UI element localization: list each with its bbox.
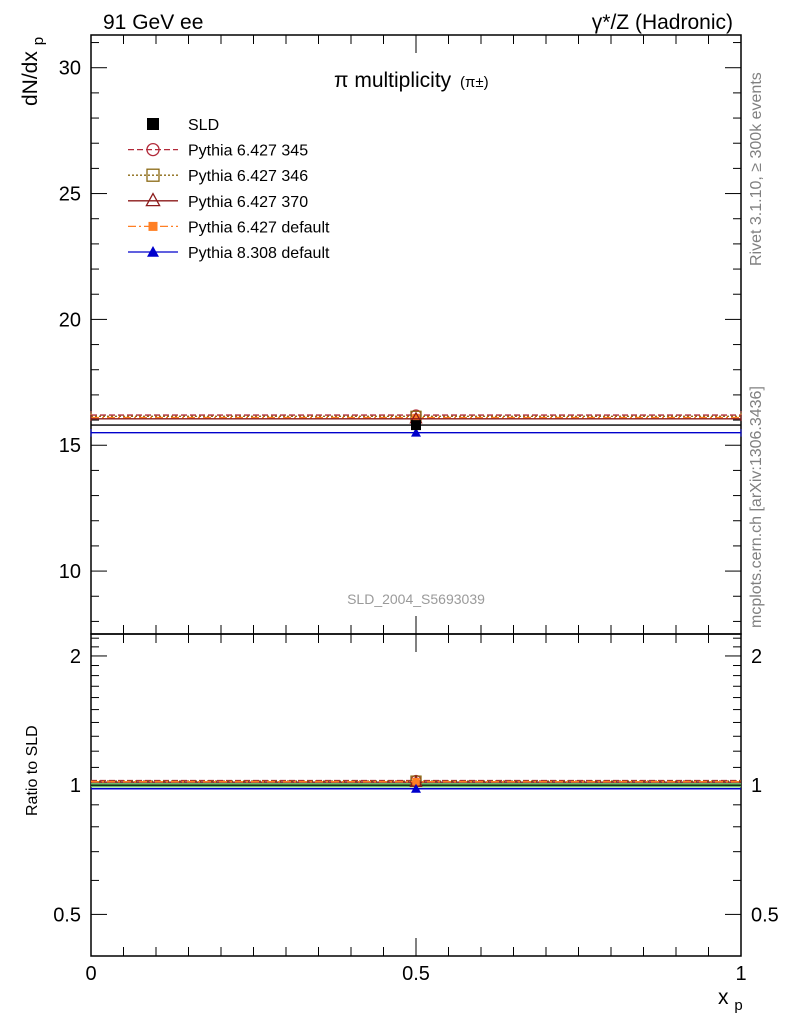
ratio-point-p8def	[411, 783, 421, 793]
legend-marker-SLD	[147, 118, 159, 130]
x-tick-label: 0	[85, 963, 96, 985]
x-axis-label-sub: p	[734, 997, 742, 1014]
rivet-label: Rivet 3.1.10, ≥ 300k events	[748, 72, 765, 266]
main-axis-ticks: 10 15 20 25 30	[59, 35, 742, 634]
main-y-tick-label: 25	[59, 184, 81, 206]
main-series-group	[90, 409, 742, 437]
legend-marker-p6def	[148, 221, 158, 231]
main-y-axis-label-main: dN/dx	[19, 51, 42, 106]
legend-label-SLD: SLD	[188, 117, 219, 134]
main-y-axis-label: dN/dx p	[19, 37, 47, 106]
x-axis-label: x p	[718, 986, 743, 1014]
header-left: 91 GeV ee	[103, 11, 203, 34]
ratio-y-axis-label: Ratio to SLD	[24, 725, 41, 816]
x-tick-label: 1	[735, 963, 746, 985]
header-right: γ*/Z (Hadronic)	[592, 11, 733, 34]
ratio-y-tick-label-right: 2	[751, 646, 762, 668]
legend-marker-p345	[146, 142, 160, 157]
x-tick-label: 0.5	[402, 963, 430, 985]
ratio-panel-frame	[90, 633, 742, 957]
legend-marker-p370	[145, 192, 161, 207]
main-y-tick-label: 10	[59, 561, 81, 583]
ratio-y-tick-label-right: 1	[751, 775, 762, 797]
legend-label-p370: Pythia 6.427 370	[188, 194, 308, 211]
ratio-y-tick-label-left: 1	[70, 775, 81, 797]
plot-title-suffix: (π±)	[460, 74, 489, 91]
ratio-axis-ticks: 0 0.5 1 0.5 0.5 1 1 2 2	[53, 634, 779, 985]
legend-marker-p8def	[147, 246, 159, 257]
main-y-tick-label: 15	[59, 435, 81, 457]
legend-label-p345: Pythia 6.427 345	[188, 143, 308, 160]
legend-label-p346: Pythia 6.427 346	[188, 168, 308, 185]
main-y-tick-label: 20	[59, 309, 81, 331]
ratio-y-tick-label-left: 0.5	[53, 904, 81, 926]
plot-title-main: π multiplicity	[334, 69, 452, 92]
ratio-y-tick-label-left: 2	[70, 646, 81, 668]
series-point-SLD	[411, 420, 421, 431]
analysis-watermark: SLD_2004_S5693039	[347, 591, 485, 607]
main-y-axis-label-sub: p	[30, 37, 47, 45]
x-axis-label-main: x	[718, 986, 729, 1009]
main-y-tick-label: 30	[59, 58, 81, 80]
legend-label-p6def: Pythia 6.427 default	[188, 219, 330, 236]
series-point-p8def	[411, 427, 421, 437]
mcplots-label: mcplots.cern.ch [arXiv:1306.3436]	[748, 386, 765, 628]
ratio-y-tick-label-right: 0.5	[751, 904, 779, 926]
series-point-p6def	[412, 413, 420, 422]
legend-label-p8def: Pythia 8.308 default	[188, 245, 330, 262]
ratio-series-group	[91, 774, 741, 793]
legend: SLD Pythia 6.427 345 Pythia 6.427 346 Pythi…	[128, 117, 330, 262]
legend-marker-p346	[146, 168, 160, 182]
ratio-point-p6def	[412, 777, 420, 786]
plot-title: π multiplicity (π±)	[334, 69, 489, 92]
